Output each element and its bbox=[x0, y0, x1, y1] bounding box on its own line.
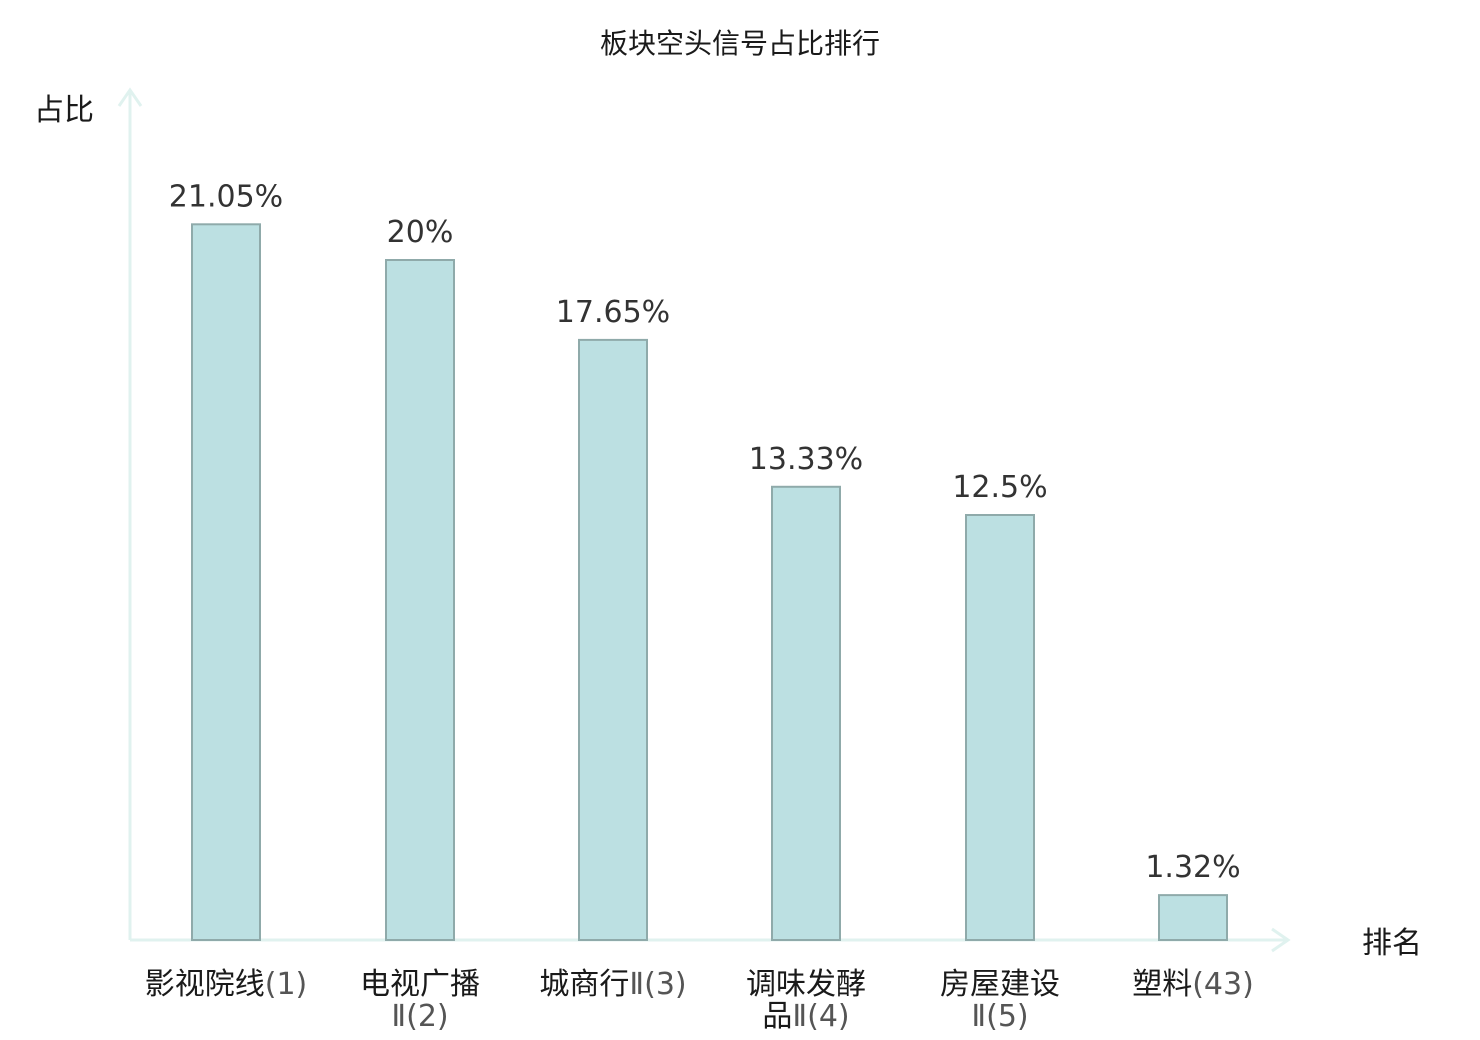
axes bbox=[117, 87, 1291, 953]
category-label-3-line-1: 城商行Ⅱ(3) bbox=[539, 967, 686, 1002]
bar-3 bbox=[578, 338, 648, 941]
x-axis-label: 排名 bbox=[1362, 926, 1422, 961]
category-label-5-line-2: Ⅱ(5) bbox=[971, 999, 1028, 1034]
bar-6 bbox=[1158, 894, 1228, 941]
bar-5 bbox=[965, 514, 1035, 941]
value-label-6: 1.32% bbox=[1145, 850, 1240, 885]
category-label-4-line-1: 调味发酵 bbox=[746, 967, 866, 1002]
value-label-5: 12.5% bbox=[952, 470, 1047, 505]
value-label-4: 13.33% bbox=[749, 442, 863, 477]
category-label-4-line-2: 品Ⅱ(4) bbox=[762, 999, 849, 1034]
category-label-6-line-1: 塑料(43) bbox=[1132, 967, 1254, 1002]
bar-2 bbox=[385, 259, 455, 941]
x-axis-arrow bbox=[1271, 927, 1291, 953]
value-label-2: 20% bbox=[387, 215, 454, 250]
chart-title: 板块空头信号占比排行 bbox=[600, 27, 880, 60]
category-label-1-line-1: 影视院线(1) bbox=[145, 967, 308, 1002]
category-label-2-line-1: 电视广播 bbox=[360, 967, 480, 1002]
y-axis-arrow bbox=[117, 87, 143, 107]
value-label-1: 21.05% bbox=[169, 179, 283, 214]
category-label-5-line-1: 房屋建设 bbox=[940, 967, 1060, 1002]
bars-group bbox=[191, 223, 1228, 942]
value-labels-group: 21.05% 20% 17.65% 13.33% 12.5% 1.32% bbox=[169, 179, 1241, 885]
category-label-2-line-2: Ⅱ(2) bbox=[391, 999, 448, 1034]
value-label-3: 17.65% bbox=[556, 295, 670, 330]
bar-1 bbox=[191, 223, 261, 942]
y-axis-label: 占比 bbox=[34, 93, 94, 128]
bar-4 bbox=[771, 485, 841, 941]
